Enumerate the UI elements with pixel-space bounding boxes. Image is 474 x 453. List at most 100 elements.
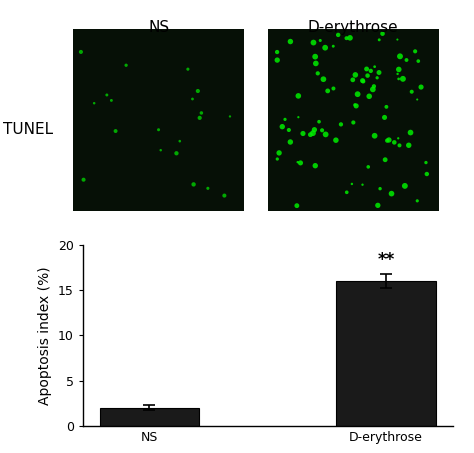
Point [293,202,301,209]
Point [407,129,414,136]
Point [322,131,329,138]
Point [351,101,359,108]
Point [359,181,366,188]
Point [226,113,234,120]
Point [383,137,391,144]
Point [396,142,403,149]
Text: NS: NS [148,20,169,35]
Point [367,67,374,74]
Point [173,149,180,157]
Point [348,180,356,188]
Point [343,34,350,42]
Point [196,114,203,121]
Point [332,136,340,144]
Point [317,37,324,44]
Point [108,97,115,104]
Point [321,44,329,51]
Point [396,53,404,60]
Point [352,102,360,110]
Point [324,87,331,95]
Point [194,87,201,95]
Point [176,138,183,145]
Point [275,149,283,157]
Point [423,170,430,178]
Point [359,78,367,85]
Point [381,114,388,121]
Point [273,48,281,56]
Point [91,100,98,107]
Point [294,114,302,121]
Point [329,43,337,50]
Text: D-erythrose: D-erythrose [308,20,399,35]
Point [311,162,319,169]
Point [155,126,163,133]
Point [365,163,372,170]
Point [403,56,410,63]
Point [198,109,205,116]
Point [122,62,130,69]
Point [315,118,323,125]
Point [281,116,289,123]
Point [310,126,318,133]
Point [371,63,378,70]
Text: TUNEL: TUNEL [3,121,54,137]
Point [314,70,321,77]
Point [411,48,419,55]
Point [285,126,292,134]
Point [103,92,110,99]
Point [375,36,383,43]
Text: **: ** [377,251,395,269]
Point [354,91,361,98]
Point [414,58,422,65]
Point [273,155,281,163]
Point [329,85,337,92]
Point [307,131,314,138]
Point [319,127,326,134]
Point [349,119,357,126]
Point [80,176,87,183]
Point [297,159,304,167]
Point [376,185,384,192]
Point [391,139,398,146]
Point [364,72,371,79]
Point [385,136,393,144]
Point [157,147,164,154]
Point [189,96,196,103]
Point [309,130,317,137]
Point [204,185,212,192]
Point [394,135,402,142]
Point [278,123,286,130]
Point [310,39,317,46]
Point [190,181,197,188]
Bar [337,281,436,426]
Point [375,69,383,76]
Point [363,65,370,72]
Point [395,66,402,73]
Point [112,127,119,135]
Point [383,103,390,111]
Point [422,159,430,166]
Point [393,36,401,43]
Point [220,192,228,199]
Point [287,138,294,145]
Point [287,38,294,45]
Point [365,93,373,100]
Point [294,92,302,100]
Point [371,132,378,140]
Point [369,86,377,93]
Point [343,188,351,196]
Point [382,156,389,164]
Point [77,48,85,56]
Point [349,76,356,83]
Point [319,76,327,83]
Point [379,30,386,37]
Point [273,57,281,64]
Y-axis label: Apoptosis index (%): Apoptosis index (%) [38,266,53,405]
Point [388,190,395,197]
Point [413,96,421,103]
Point [312,60,319,67]
Point [399,75,407,82]
Point [359,77,366,84]
Point [334,31,342,39]
Point [401,182,409,189]
